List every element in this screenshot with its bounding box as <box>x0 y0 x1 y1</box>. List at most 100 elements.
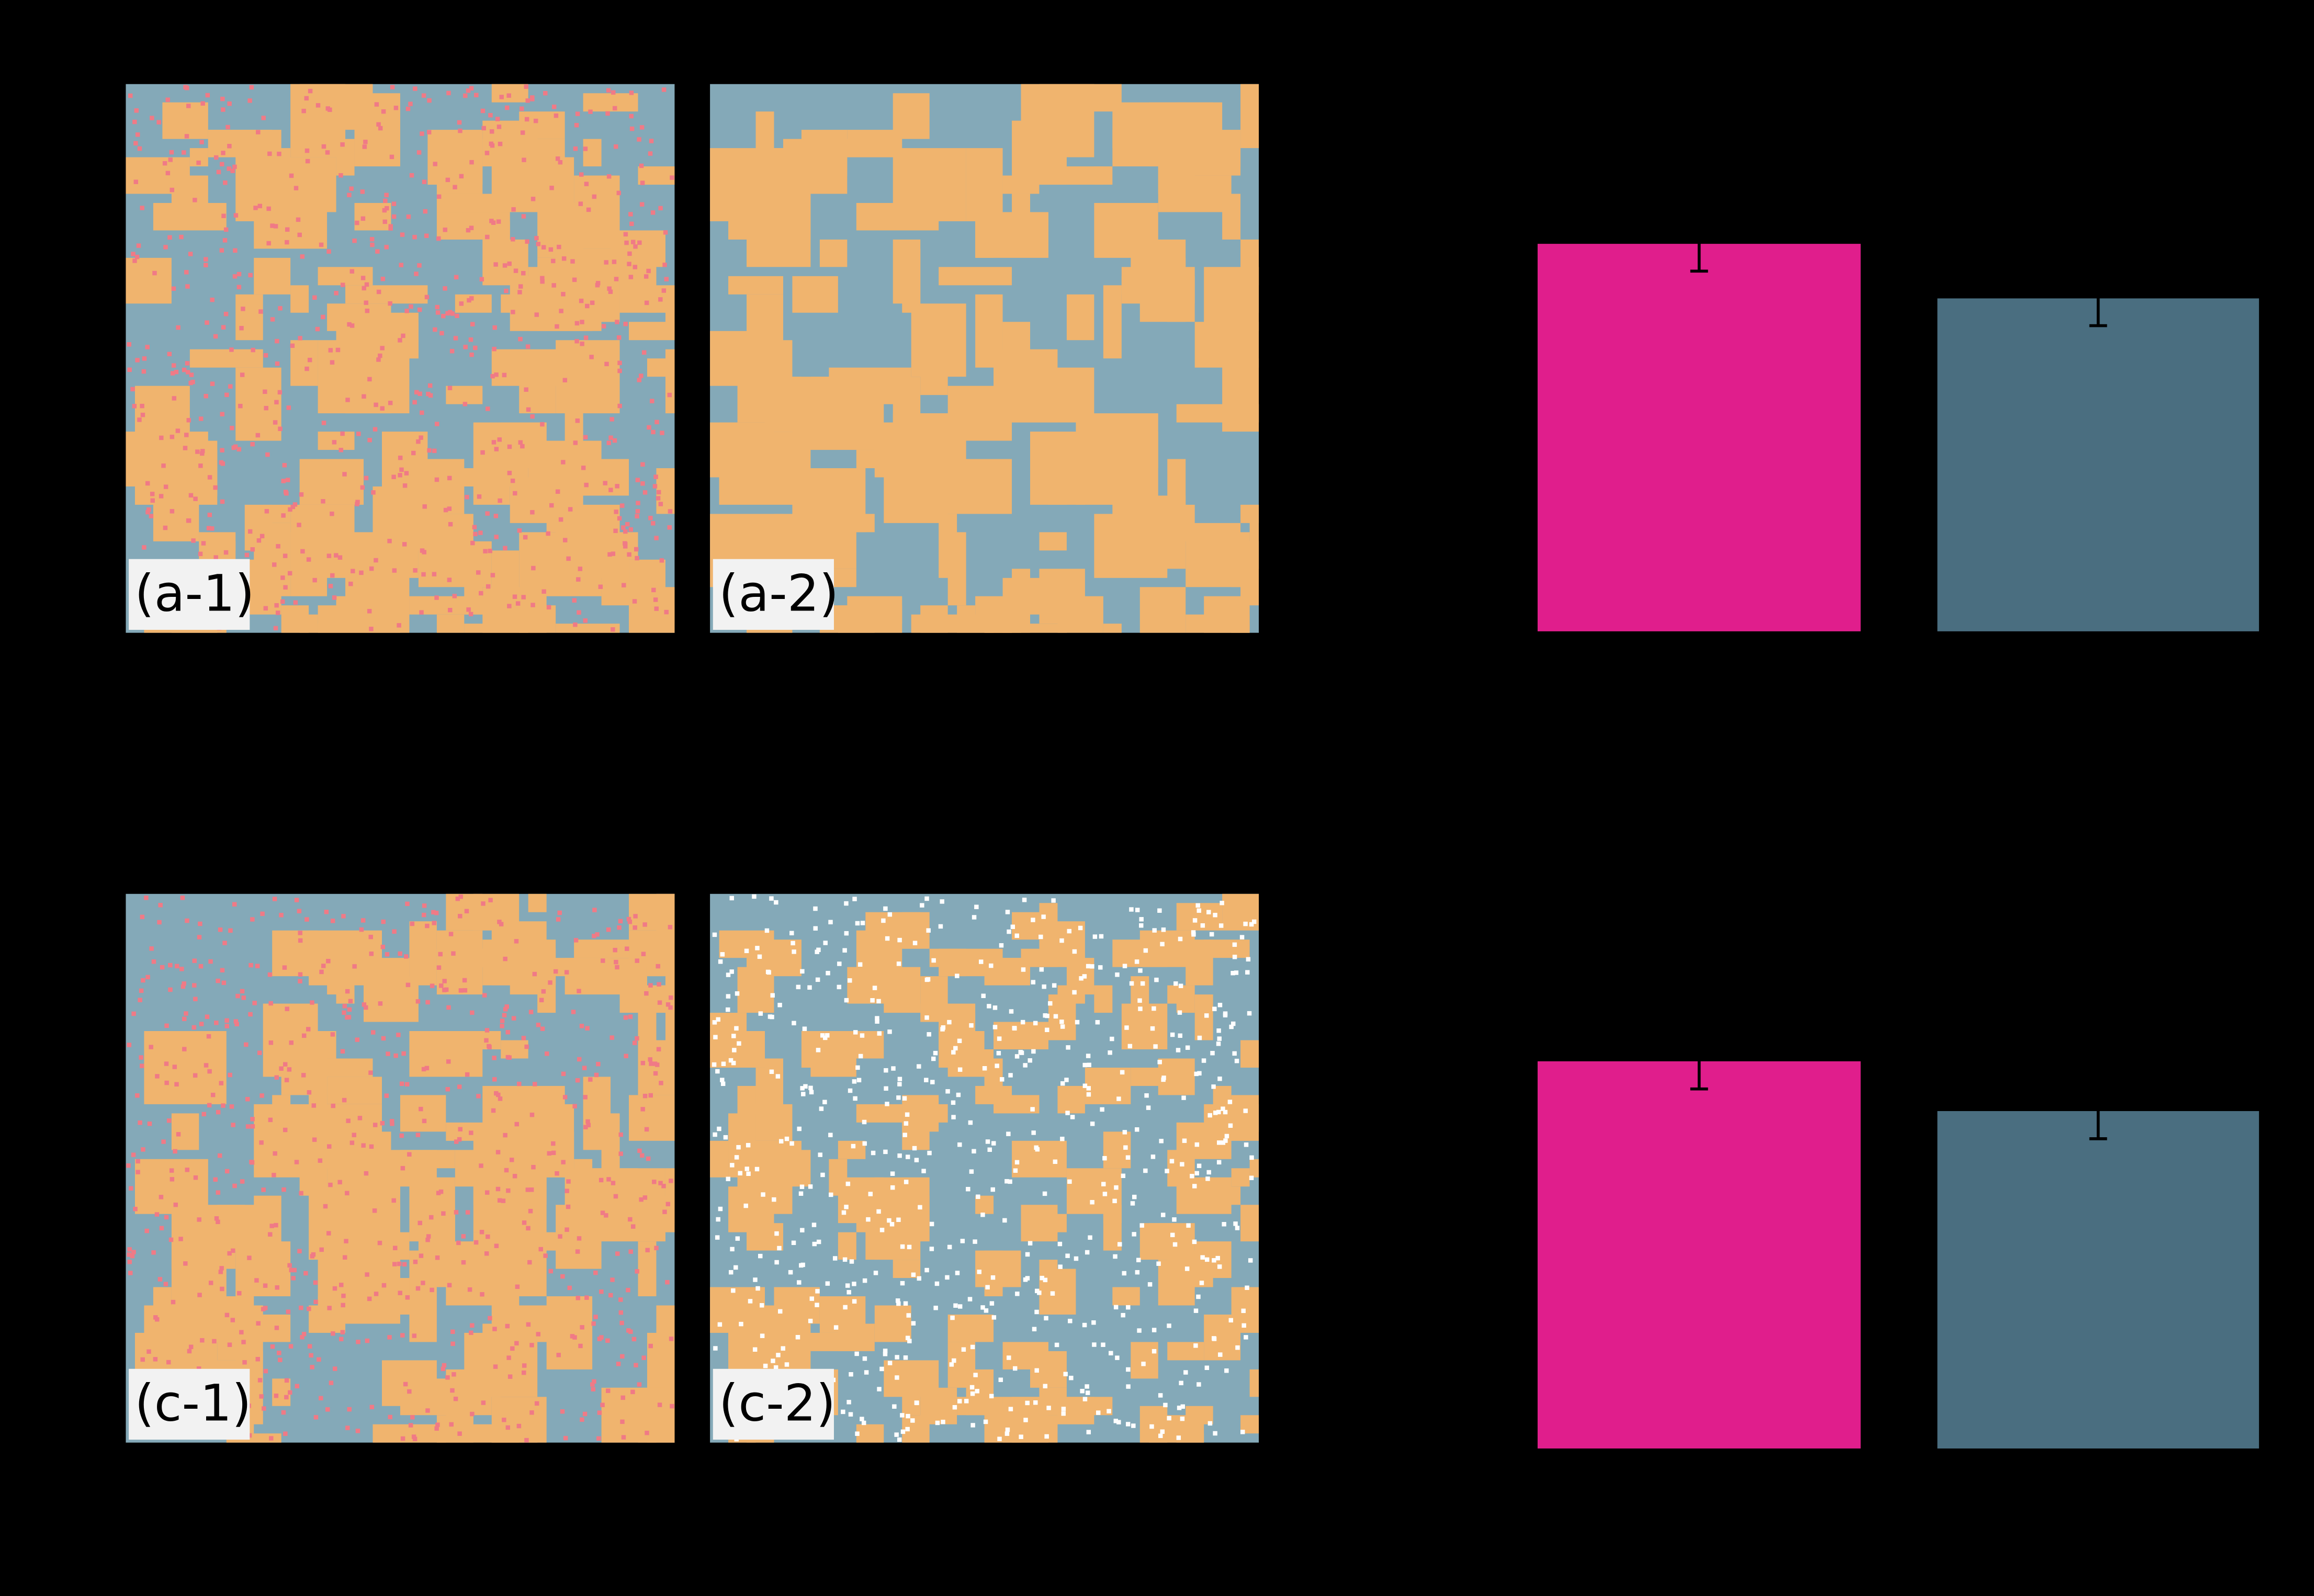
texture-dot <box>579 298 584 303</box>
texture-dot <box>589 355 594 359</box>
texture-block <box>947 1314 994 1342</box>
texture-dot <box>301 1033 307 1038</box>
texture-dot <box>929 1221 934 1227</box>
texture-dot <box>580 1417 584 1422</box>
texture-dot <box>774 1260 779 1265</box>
texture-dot <box>669 995 673 1000</box>
texture-dot <box>966 1186 970 1192</box>
texture-dot <box>610 1277 615 1282</box>
texture-dot <box>199 140 204 144</box>
panel-label-bg <box>129 559 250 630</box>
texture-dot <box>1204 1365 1210 1370</box>
texture-dot <box>189 372 194 377</box>
texture-dot <box>128 93 133 98</box>
texture-dot <box>279 1066 284 1071</box>
texture-dot <box>525 344 530 349</box>
texture-dot <box>338 1337 344 1342</box>
texture-dot <box>278 426 283 431</box>
texture-dot <box>816 1048 821 1052</box>
texture-dot <box>1169 1159 1175 1164</box>
texture-dot <box>462 988 468 993</box>
texture-dot <box>381 1036 386 1041</box>
texture-dot <box>330 1032 335 1037</box>
texture-dot <box>603 481 607 485</box>
texture-dot <box>130 1253 135 1259</box>
bar <box>1538 244 1861 631</box>
texture-dot <box>295 1384 300 1389</box>
texture-dot <box>726 1176 730 1181</box>
texture-block <box>153 203 227 231</box>
texture-dot <box>656 490 661 495</box>
texture-dot <box>331 1331 335 1336</box>
texture-dot <box>887 1029 892 1034</box>
texture-dot <box>883 906 888 911</box>
texture-dot <box>618 919 623 924</box>
texture-dot <box>1009 1009 1014 1014</box>
texture-dot <box>200 101 205 106</box>
texture-dot <box>213 155 219 160</box>
texture-dot <box>401 333 405 338</box>
texture-dot <box>127 367 132 372</box>
texture-dot <box>273 224 278 229</box>
texture-dot <box>294 1160 299 1164</box>
texture-dot <box>282 965 287 970</box>
texture-dot <box>626 1287 630 1293</box>
texture-dot <box>392 1262 397 1266</box>
texture-dot <box>417 1220 422 1226</box>
texture-dot <box>212 1339 217 1344</box>
texture-dot <box>359 570 364 575</box>
texture-dot <box>448 932 454 936</box>
texture-dot <box>343 1255 347 1260</box>
texture-dot <box>1060 1024 1065 1029</box>
texture-dot <box>415 1133 421 1137</box>
texture-dot <box>360 918 366 923</box>
texture-dot <box>1180 1162 1184 1167</box>
texture-dot <box>313 1299 318 1305</box>
texture-dot <box>1059 1020 1064 1024</box>
texture-dot <box>1251 919 1257 924</box>
texture-dot <box>290 504 296 510</box>
texture-dot <box>412 400 417 405</box>
texture-dot <box>137 146 142 151</box>
texture-dot <box>511 207 516 212</box>
texture-dot <box>1179 1380 1183 1386</box>
texture-dot <box>571 1010 576 1014</box>
texture-dot <box>452 594 457 598</box>
texture-dot <box>303 1271 308 1276</box>
texture-dot <box>513 491 517 496</box>
texture-dot <box>1229 1024 1234 1029</box>
texture-dot <box>887 1361 893 1365</box>
texture-dot <box>528 1010 534 1014</box>
texture-block <box>254 1104 318 1178</box>
texture-dot <box>1035 1147 1040 1152</box>
texture-dot <box>446 90 451 96</box>
texture-dot <box>737 1041 741 1046</box>
texture-dot <box>582 1411 588 1417</box>
texture-dot <box>1014 933 1019 938</box>
texture-dot <box>473 531 478 537</box>
texture-dot <box>1244 1142 1249 1147</box>
texture-dot <box>841 1210 846 1215</box>
texture-dot <box>385 206 389 211</box>
texture-block <box>235 367 281 441</box>
texture-dot <box>241 995 246 1000</box>
texture-block <box>1066 294 1094 341</box>
texture-dot <box>575 1249 580 1254</box>
texture-dot <box>174 1082 179 1087</box>
texture-dot <box>465 495 469 500</box>
texture-dot <box>420 548 425 553</box>
texture-dot <box>1177 1406 1182 1410</box>
texture-dot <box>632 599 637 604</box>
texture-dot <box>342 1004 347 1009</box>
texture-dot <box>275 361 280 366</box>
texture-dot <box>492 325 497 330</box>
texture-dot <box>404 1082 410 1086</box>
texture-dot <box>561 460 566 465</box>
texture-block <box>994 1022 1048 1049</box>
texture-dot <box>424 1066 430 1071</box>
texture-dot <box>653 1071 658 1076</box>
texture-dot <box>758 1253 763 1259</box>
texture-dot <box>216 169 221 175</box>
texture-dot <box>592 194 597 199</box>
texture-dot <box>558 160 563 165</box>
